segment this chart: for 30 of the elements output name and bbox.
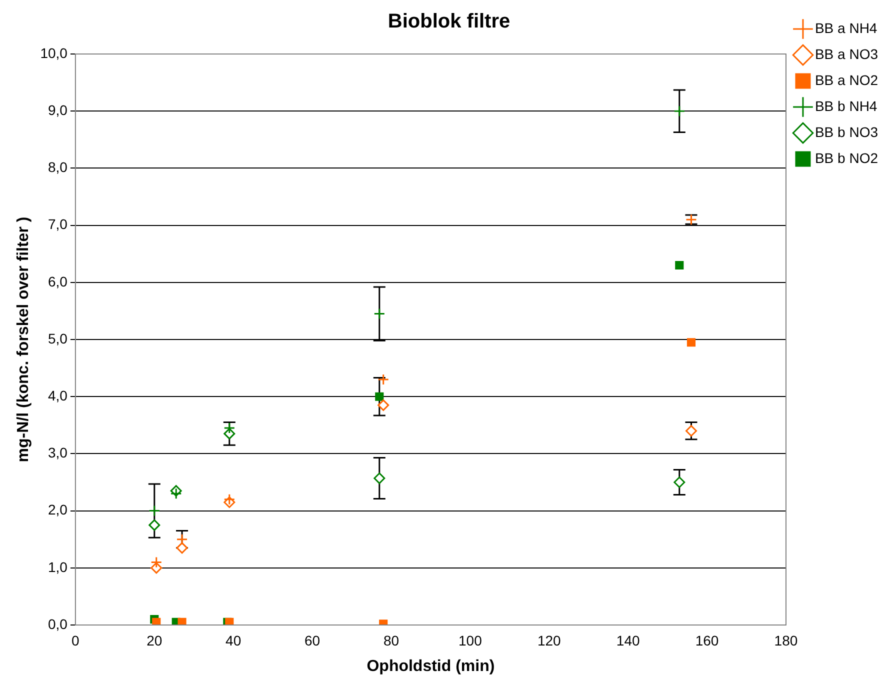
y-tick-label: 3,0 — [48, 444, 68, 461]
x-tick-label: 120 — [537, 632, 562, 648]
legend-label: BB b NO3 — [814, 124, 878, 140]
y-tick-label: 6,0 — [48, 273, 68, 290]
legend-label: BB a NH4 — [814, 20, 878, 36]
x-tick-label: 20 — [146, 632, 162, 648]
chart-title: Bioblok filtre — [388, 10, 510, 33]
x-tick-label: 80 — [383, 632, 400, 648]
x-tick-label: 140 — [616, 632, 640, 648]
y-tick-label: 2,0 — [48, 502, 68, 518]
y-tick-label: 9,0 — [48, 102, 68, 118]
y-axis-title: mg-N/l (konc. forskel over filter ) — [15, 216, 32, 462]
legend-label: BB a NO3 — [814, 46, 878, 62]
y-tick-label: 10,0 — [40, 44, 68, 61]
y-tick-label: 4,0 — [48, 387, 68, 404]
y-tick-label: 0,0 — [48, 616, 68, 632]
x-tick-label: 160 — [695, 632, 719, 648]
x-tick-label: 0 — [72, 632, 80, 648]
legend-label: BB b NO2 — [814, 150, 878, 166]
y-tick-label: 7,0 — [48, 216, 68, 232]
y-tick-label: 5,0 — [48, 330, 68, 346]
y-tick-label: 1,0 — [48, 558, 68, 575]
legend-label: BB a NO2 — [814, 72, 878, 88]
x-tick-label: 60 — [304, 632, 320, 648]
x-axis-title: Opholdstid (min) — [366, 658, 495, 675]
x-tick-label: 100 — [458, 632, 482, 648]
x-tick-label: 40 — [226, 632, 242, 648]
y-tick-label: 8,0 — [48, 159, 68, 176]
x-tick-label: 180 — [774, 632, 798, 648]
legend-label: BB b NH4 — [814, 98, 878, 114]
